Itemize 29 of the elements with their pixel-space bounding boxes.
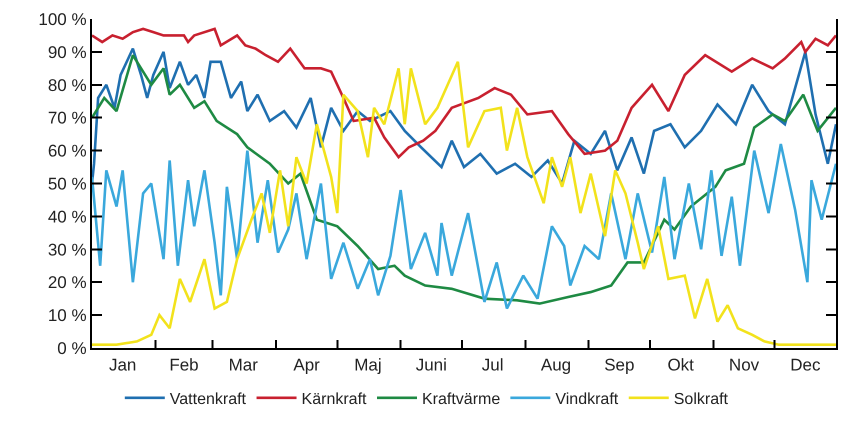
y-tick-label: 10 % <box>48 306 87 326</box>
y-tick-label: 60 % <box>48 142 87 161</box>
y-tick-label: 0 % <box>57 338 87 358</box>
y-tick-label: 80 % <box>48 76 87 95</box>
x-tick-label: Mar <box>228 355 258 374</box>
x-tick-label: Sep <box>604 355 634 374</box>
x-tick-label: Jan <box>108 355 136 374</box>
y-tick-label: 40 % <box>48 207 87 226</box>
x-tick-label: Feb <box>169 355 199 374</box>
x-tick-label: Dec <box>790 355 821 374</box>
line-series <box>92 47 836 185</box>
x-tick-label: Okt <box>667 355 694 374</box>
y-tick-label: 90 % <box>48 42 87 62</box>
y-tick-label: 100 % <box>38 10 87 29</box>
x-tick-label: Apr <box>293 355 320 374</box>
x-tick-label: Jul <box>482 355 504 374</box>
legend-label: Solkraft <box>674 391 729 408</box>
x-tick-label: Maj <box>354 355 382 374</box>
y-tick-label: 20 % <box>48 273 87 292</box>
y-tick-label: 50 % <box>48 174 87 194</box>
x-tick-label: Aug <box>540 355 572 374</box>
x-tick-label: Nov <box>728 355 760 374</box>
legend-label: Vindkraft <box>555 391 619 408</box>
legend-label: Kärnkraft <box>302 391 368 408</box>
legend-label: Kraftvärme <box>422 391 500 408</box>
y-tick-label: 30 % <box>48 240 87 260</box>
y-tick-label: 70 % <box>48 108 87 128</box>
x-tick-label: Juni <box>416 355 447 374</box>
legend-label: Vattenkraft <box>170 391 247 408</box>
